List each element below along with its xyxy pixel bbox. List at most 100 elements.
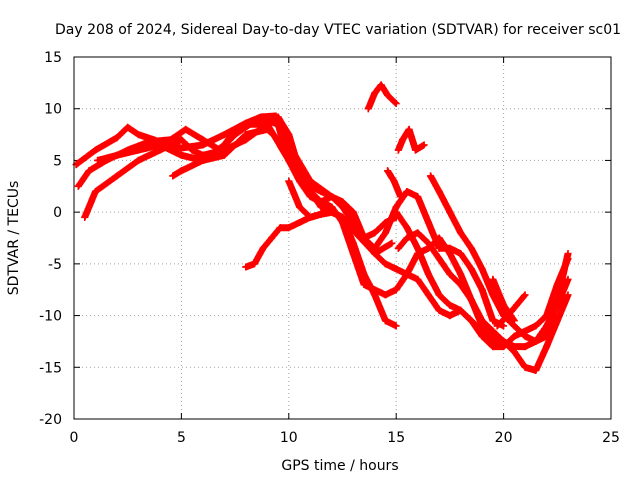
data-point <box>489 275 497 283</box>
data-series <box>72 81 572 374</box>
data-point <box>384 91 392 99</box>
data-point <box>360 281 368 289</box>
data-point <box>276 224 284 232</box>
data-point <box>392 286 400 294</box>
data-point <box>510 343 518 351</box>
data-point <box>414 275 422 283</box>
series-arc-08 <box>364 81 400 113</box>
data-point <box>424 218 432 226</box>
data-point <box>349 250 357 258</box>
data-point <box>296 218 304 226</box>
data-point <box>124 123 132 131</box>
y-tick-label: 0 <box>53 205 62 221</box>
data-point <box>250 260 258 268</box>
x-tick-label: 5 <box>177 430 186 446</box>
y-tick-label: -10 <box>39 309 62 325</box>
data-point <box>396 193 404 201</box>
data-point <box>403 234 411 242</box>
data-point <box>532 366 540 374</box>
data-point <box>328 208 336 216</box>
data-point <box>414 244 422 252</box>
y-tick-label: -20 <box>39 412 62 428</box>
data-point <box>489 291 497 299</box>
x-tick-label: 0 <box>70 430 79 446</box>
x-tick-labels: 0 5 10 15 20 25 <box>70 430 620 446</box>
data-point <box>394 146 402 154</box>
data-point <box>199 156 207 164</box>
data-point <box>521 363 529 371</box>
data-point <box>220 131 228 139</box>
data-point <box>478 265 486 273</box>
data-point <box>553 296 561 304</box>
data-point <box>392 100 400 108</box>
data-point <box>521 291 529 299</box>
data-point <box>360 234 368 242</box>
data-point <box>371 286 379 294</box>
data-point <box>532 322 540 330</box>
data-point <box>435 187 443 195</box>
data-point <box>91 187 99 195</box>
data-point <box>285 131 293 139</box>
data-point <box>349 224 357 232</box>
data-point <box>349 208 357 216</box>
data-point <box>435 306 443 314</box>
data-point <box>427 172 435 180</box>
data-point <box>268 234 276 242</box>
data-point <box>521 343 529 351</box>
y-tick-labels: -20 -15 -10 -5 0 5 10 15 <box>39 50 62 428</box>
data-point <box>259 244 267 252</box>
data-point <box>371 250 379 258</box>
data-point <box>510 332 518 340</box>
data-point <box>564 291 572 299</box>
data-point <box>381 317 389 325</box>
data-point <box>564 250 572 258</box>
data-point <box>489 337 497 345</box>
data-point <box>424 239 432 247</box>
plot-frame <box>73 56 612 420</box>
data-point <box>306 182 314 190</box>
data-point <box>467 296 475 304</box>
data-point <box>285 177 293 185</box>
data-point <box>328 193 336 201</box>
data-point <box>435 255 443 263</box>
data-point <box>467 244 475 252</box>
data-point <box>403 224 411 232</box>
data-point <box>467 317 475 325</box>
data-point <box>435 234 443 242</box>
data-point <box>403 187 411 195</box>
data-point <box>384 167 392 175</box>
series-arc-10 <box>384 167 404 201</box>
data-point <box>414 229 422 237</box>
data-point <box>134 146 142 154</box>
data-point <box>377 81 385 89</box>
data-point <box>532 337 540 345</box>
data-point <box>156 141 164 149</box>
data-point <box>177 151 185 159</box>
data-point <box>446 312 454 320</box>
data-point <box>220 151 228 159</box>
data-point <box>392 322 400 330</box>
data-point <box>392 265 400 273</box>
data-point <box>424 291 432 299</box>
chart-title: Day 208 of 2024, Sidereal Day-to-day VTE… <box>55 22 621 38</box>
data-point <box>339 213 346 221</box>
data-point <box>394 244 402 252</box>
data-point <box>182 125 190 133</box>
data-point <box>317 210 325 218</box>
data-point <box>81 213 89 221</box>
data-point <box>113 151 121 159</box>
data-point <box>371 229 379 237</box>
series-arc-07 <box>285 177 400 242</box>
data-point <box>134 131 142 139</box>
data-point <box>364 105 372 113</box>
data-point <box>489 327 497 335</box>
y-tick-label: 5 <box>53 153 62 169</box>
data-point <box>399 136 407 144</box>
data-point <box>504 312 512 320</box>
data-point <box>500 301 508 309</box>
x-axis-title: GPS time / hours <box>281 458 398 474</box>
data-point <box>489 317 497 325</box>
data-point <box>543 332 551 340</box>
data-point <box>263 120 271 128</box>
